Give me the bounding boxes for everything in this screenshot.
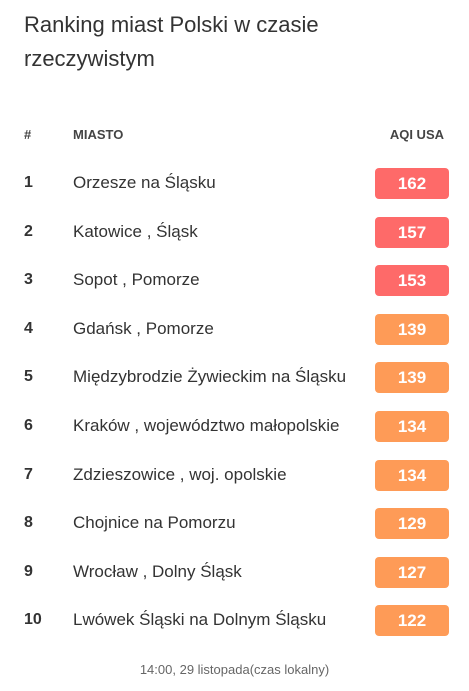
rank-number: 8 xyxy=(24,514,33,532)
rank-number: 3 xyxy=(24,271,33,289)
aqi-badge: 127 xyxy=(375,556,449,588)
table-row[interactable]: 3 Sopot , Pomorze 153 xyxy=(0,257,469,306)
aqi-badge: 134 xyxy=(375,459,449,491)
table-row[interactable]: 10 Lwówek Śląski na Dolnym Śląsku 122 xyxy=(0,597,469,646)
city-name[interactable]: Kraków , województwo małopolskie xyxy=(73,415,340,435)
page-title: Ranking miast Polski w czasie rzeczywist… xyxy=(24,12,319,71)
table-row[interactable]: 5 Międzybrodzie Żywieckim na Śląsku 139 xyxy=(0,354,469,403)
rank-number: 6 xyxy=(24,416,33,434)
table-row[interactable]: 9 Wrocław , Dolny Śląsk 127 xyxy=(0,549,469,598)
rank-number: 5 xyxy=(24,368,33,386)
aqi-column-header: AQI USA xyxy=(389,127,444,142)
table-header: # MIASTO AQI USA xyxy=(0,124,469,148)
table-row[interactable]: 8 Chojnice na Pomorzu 129 xyxy=(0,500,469,549)
table-row[interactable]: 2 Katowice , Śląsk 157 xyxy=(0,209,469,258)
city-name[interactable]: Chojnice na Pomorzu xyxy=(73,513,236,533)
city-name[interactable]: Orzesze na Śląsku xyxy=(73,173,216,192)
aqi-badge: 162 xyxy=(375,168,449,199)
city-column-header: MIASTO xyxy=(73,127,124,142)
city-name[interactable]: Sopot , Pomorze xyxy=(73,270,200,290)
rank-number: 4 xyxy=(24,319,33,337)
city-name[interactable]: Wrocław , Dolny Śląsk xyxy=(73,561,242,581)
rank-number: 10 xyxy=(24,611,42,629)
rank-number: 1 xyxy=(24,174,33,191)
aqi-badge: 157 xyxy=(375,216,449,248)
rank-column-header: # xyxy=(24,127,32,142)
aqi-badge: 134 xyxy=(375,410,449,442)
city-name[interactable]: Lwówek Śląski na Dolnym Śląsku xyxy=(73,610,327,630)
aqi-badge: 129 xyxy=(375,508,449,540)
aqi-badge: 122 xyxy=(375,605,449,637)
table-row[interactable]: 6 Kraków , województwo małopolskie 134 xyxy=(0,403,469,452)
city-name[interactable]: Gdańsk , Pomorze xyxy=(73,318,214,338)
table-row[interactable]: 1 Orzesze na Śląsku 162 xyxy=(0,160,469,209)
table-row[interactable]: 4 Gdańsk , Pomorze 139 xyxy=(0,306,469,355)
aqi-badge: 153 xyxy=(375,265,449,297)
city-name[interactable]: Międzybrodzie Żywieckim na Śląsku xyxy=(73,367,347,387)
table-row[interactable]: 7 Zdzieszowice , woj. opolskie 134 xyxy=(0,452,469,501)
aqi-badge: 139 xyxy=(375,362,449,394)
ranking-list: 1 Orzesze na Śląsku 162 2 Katowice , Ślą… xyxy=(0,160,469,646)
city-name[interactable]: Katowice , Śląsk xyxy=(73,221,198,241)
update-timestamp: 14:00, 29 listopada(czas lokalny) xyxy=(139,662,330,677)
rank-number: 2 xyxy=(24,222,33,240)
city-name[interactable]: Zdzieszowice , woj. opolskie xyxy=(73,464,287,484)
aqi-badge: 139 xyxy=(375,313,449,345)
rank-number: 7 xyxy=(24,465,33,483)
rank-number: 9 xyxy=(24,562,33,580)
